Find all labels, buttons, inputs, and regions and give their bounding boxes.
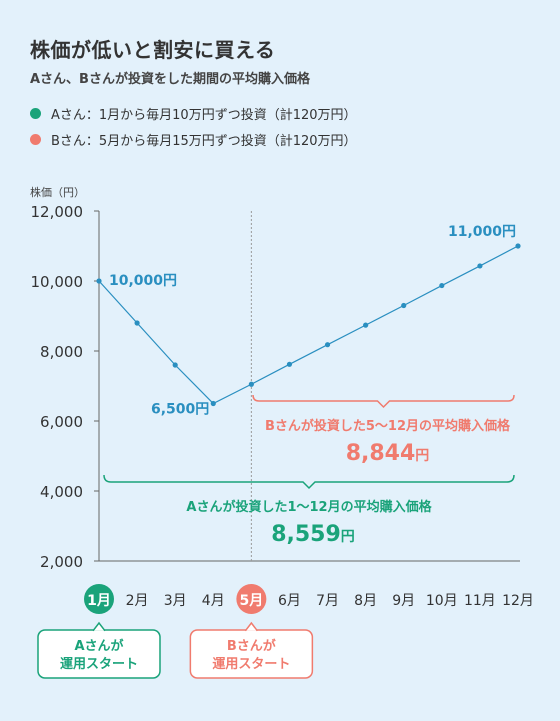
data-label: 11,000円 [448, 224, 516, 240]
data-label: 6,500円 [151, 402, 209, 418]
x-tick-label: 11月 [464, 593, 496, 609]
y-tick-label: 6,000 [40, 413, 83, 431]
data-point [363, 322, 369, 328]
y-axis-title: 株価（円） [30, 185, 85, 199]
data-point [324, 342, 331, 348]
y-tick-label: 2,000 [40, 553, 83, 571]
legend-label-a: Aさん：1月から毎月10万円ずつ投資（計120万円） [51, 108, 357, 123]
y-tick-label: 12,000 [31, 203, 84, 221]
x-tick-label: 9月 [392, 593, 415, 609]
chart-subtitle: Aさん、Bさんが投資をした期間の平均購入価格 [30, 72, 310, 87]
x-tick-label: 5月 [239, 593, 263, 609]
x-tick-label: 12月 [502, 593, 534, 609]
b-bracket-label: Bさんが投資した5～12月の平均購入価格 [265, 418, 511, 434]
a-average-value: 8,559円 [271, 522, 355, 547]
x-tick-label: 4月 [202, 593, 225, 609]
a-start-callout-text: Aさんが [74, 638, 123, 654]
data-point [515, 243, 521, 249]
legend-label-b: Bさん：5月から毎月15万円ずつ投資（計120万円） [51, 134, 357, 149]
b-start-callout-text: 運用スタート [212, 657, 290, 672]
a-start-callout-text: 運用スタート [60, 657, 138, 672]
data-point [401, 302, 407, 309]
legend-item-a: Aさん：1月から毎月10万円ずつ投資（計120万円） [30, 104, 357, 123]
x-tick-label: 8月 [354, 593, 377, 609]
data-point [96, 278, 102, 284]
x-tick-label: 10月 [426, 593, 458, 609]
data-point [210, 400, 216, 407]
y-tick-label: 10,000 [31, 273, 84, 291]
x-tick-label: 3月 [164, 593, 187, 609]
data-point [477, 263, 483, 269]
chart-title: 株価が低いと割安に買える [30, 38, 276, 62]
legend-item-b: Bさん：5月から毎月15万円ずつ投資（計120万円） [30, 130, 357, 149]
data-point [134, 320, 140, 326]
price-line [98, 245, 519, 405]
data-point [439, 282, 445, 289]
x-tick-label: 6月 [278, 593, 301, 609]
data-point [286, 361, 293, 367]
legend-dot-b-icon [30, 134, 41, 145]
a-bracket [103, 474, 515, 490]
x-tick-label: 2月 [126, 593, 149, 609]
b-start-month-marker [236, 584, 267, 614]
y-tick-label: 4,000 [40, 483, 83, 501]
data-label: 10,000円 [109, 273, 177, 289]
b-average-value: 8,844円 [346, 441, 430, 466]
a-bracket-label: Aさんが投資した1～12月の平均購入価格 [186, 499, 432, 515]
data-point [248, 381, 254, 387]
a-start-callout-pointer [92, 621, 106, 632]
legend-dot-a-icon [30, 108, 41, 119]
x-tick-label: 1月 [87, 593, 111, 609]
x-tick-label: 7月 [316, 593, 339, 609]
b-bracket [252, 394, 515, 409]
b-start-callout-text: Bさんが [227, 638, 276, 654]
a-start-month-marker [84, 584, 114, 614]
b-start-callout-pointer [244, 621, 258, 632]
data-point [172, 362, 178, 368]
y-tick-label: 8,000 [40, 343, 83, 361]
